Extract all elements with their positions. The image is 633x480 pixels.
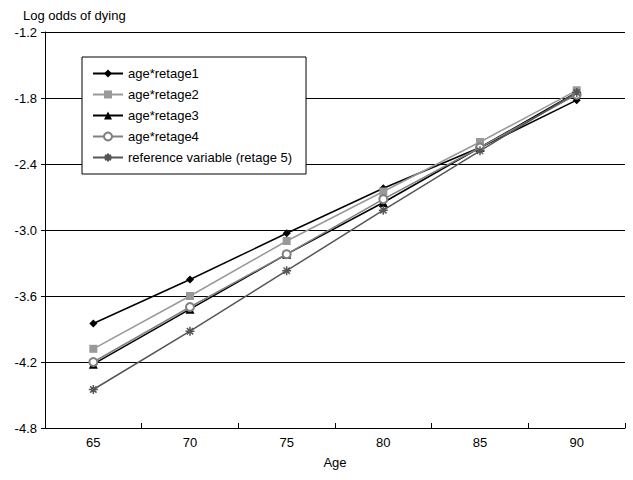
svg-text:-1.2: -1.2	[15, 25, 37, 40]
svg-text:-1.8: -1.8	[15, 91, 37, 106]
svg-text:70: 70	[183, 435, 197, 450]
svg-text:90: 90	[569, 435, 583, 450]
svg-text:age*retage1: age*retage1	[128, 66, 199, 81]
svg-text:85: 85	[473, 435, 487, 450]
svg-text:age*retage3: age*retage3	[128, 108, 199, 123]
svg-text:-3.6: -3.6	[15, 289, 37, 304]
svg-text:Age: Age	[323, 455, 346, 470]
svg-text:75: 75	[279, 435, 293, 450]
svg-text:-3.0: -3.0	[15, 223, 37, 238]
svg-text:-4.2: -4.2	[15, 355, 37, 370]
svg-text:-2.4: -2.4	[15, 157, 37, 172]
svg-text:65: 65	[86, 435, 100, 450]
svg-text:reference variable (retage 5): reference variable (retage 5)	[128, 150, 292, 165]
svg-text:Log odds of dying: Log odds of dying	[23, 8, 126, 23]
svg-text:-4.8: -4.8	[15, 421, 37, 436]
svg-text:age*retage2: age*retage2	[128, 87, 199, 102]
svg-text:age*retage4: age*retage4	[128, 129, 199, 144]
svg-text:80: 80	[376, 435, 390, 450]
